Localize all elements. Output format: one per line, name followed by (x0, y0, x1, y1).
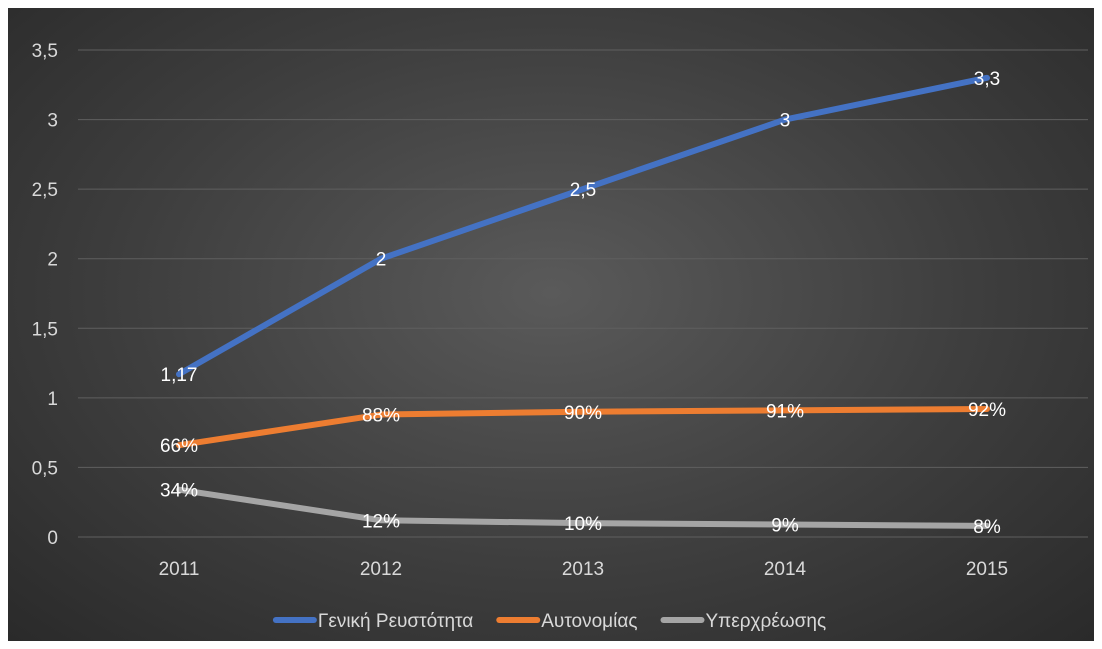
y-tick-label: 2,5 (32, 180, 58, 201)
data-label: 3,3 (974, 69, 1000, 90)
data-label: 90% (564, 403, 602, 424)
data-label: 9% (771, 515, 799, 536)
legend-label: Αυτονομίας (541, 611, 637, 632)
series-line-3 (176, 486, 990, 529)
data-label: 12% (362, 511, 400, 532)
line-chart: 0 0,5 1 1,5 2 2,5 3 3,5 2011 2012 2013 2014 2015 1,17… (32, 41, 1088, 632)
data-label: 10% (564, 514, 602, 535)
chart-area: 0 0,5 1 1,5 2 2,5 3 3,5 2011 2012 2013 2014 2015 1,17… (8, 8, 1094, 641)
y-tick-label: 2 (47, 250, 58, 271)
x-tick-label: 2012 (360, 559, 402, 580)
y-tick-label: 0,5 (32, 458, 58, 479)
x-tick-label: 2011 (159, 559, 200, 580)
x-tick-label: 2014 (764, 559, 807, 580)
y-tick-label: 1,5 (32, 319, 58, 340)
x-tick-label: 2015 (966, 559, 1008, 580)
data-label: 88% (362, 406, 400, 427)
legend-label: Γενική Ρευστότητα (318, 611, 473, 632)
y-tick-label: 3,5 (32, 41, 58, 62)
data-label: 66% (160, 436, 198, 457)
data-label: 92% (968, 400, 1006, 421)
data-label: 91% (766, 401, 804, 422)
y-tick-label: 3 (47, 111, 58, 132)
data-label: 8% (973, 517, 1001, 538)
data-label: 34% (160, 481, 198, 502)
y-tick-label: 1 (47, 389, 58, 410)
series-line-1 (176, 74, 990, 378)
data-label: 3 (780, 111, 791, 132)
data-label: 2,5 (570, 180, 596, 201)
legend-label: Υπερχρέωσης (706, 611, 827, 632)
data-label: 2 (376, 250, 387, 271)
series-line-2 (176, 405, 990, 449)
y-tick-label: 0 (47, 528, 58, 549)
data-label: 1,17 (161, 365, 198, 386)
x-tick-label: 2013 (562, 559, 604, 580)
